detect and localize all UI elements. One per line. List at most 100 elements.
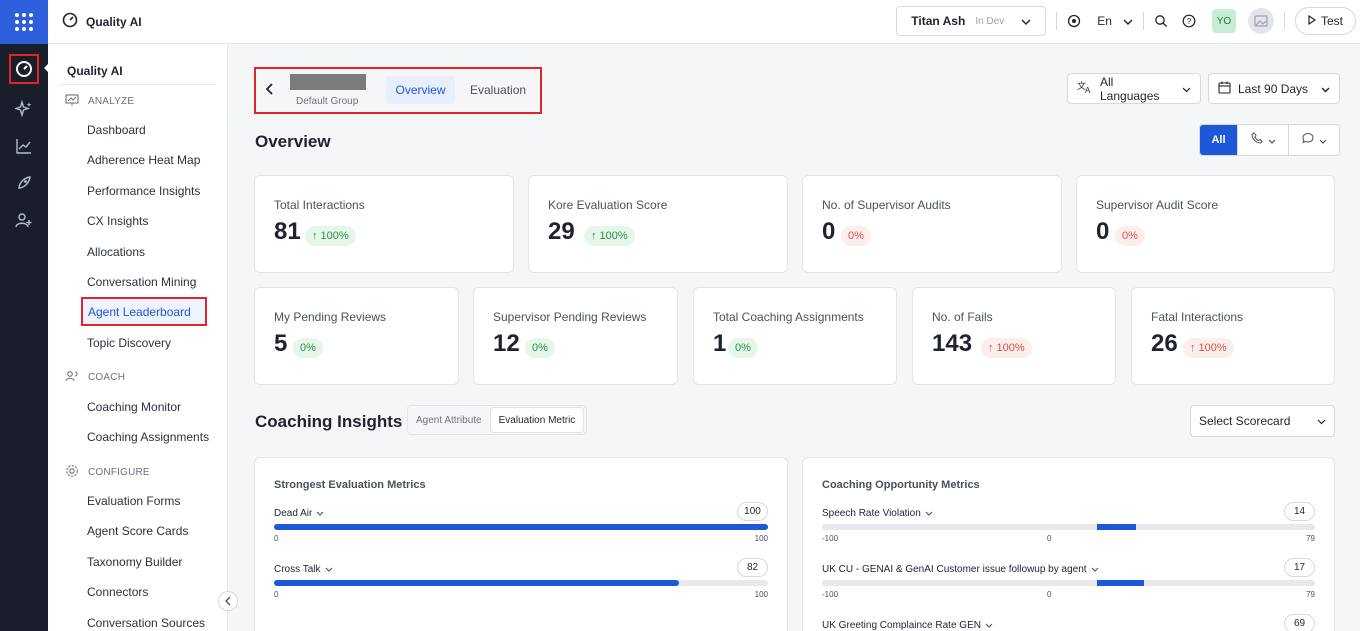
kpi-card-supervisor-pending-reviews[interactable]: Supervisor Pending Reviews 12 0% xyxy=(473,287,678,385)
kpi-value: 1 xyxy=(713,330,727,357)
kpi-label: Supervisor Audit Score xyxy=(1096,198,1219,212)
kpi-card-my-pending-reviews[interactable]: My Pending Reviews 5 0% xyxy=(254,287,459,385)
delta-value: 0% xyxy=(532,342,548,354)
progress-track xyxy=(822,580,1315,586)
chevron-down-icon xyxy=(1182,82,1191,96)
languages-label: All Languages xyxy=(1100,74,1160,103)
panel-title: Strongest Evaluation Metrics xyxy=(274,479,426,491)
channel-voice-dropdown[interactable] xyxy=(1237,125,1288,155)
date-range-dropdown[interactable]: Last 90 Days xyxy=(1208,73,1340,104)
sidebar-item-connectors[interactable]: Connectors xyxy=(87,585,149,599)
delta-value: 0% xyxy=(848,230,864,242)
sidebar-item-evaluation-forms[interactable]: Evaluation Forms xyxy=(87,494,181,508)
language-selector[interactable]: En xyxy=(1097,14,1133,28)
kpi-label: No. of Supervisor Audits xyxy=(822,198,951,212)
section-label: ANALYZE xyxy=(88,96,135,107)
scorecard-select[interactable]: Select Scorecard xyxy=(1190,405,1335,437)
back-arrow-icon[interactable] xyxy=(265,82,275,101)
sidebar-item-allocations[interactable]: Allocations xyxy=(87,245,146,259)
gear-icon xyxy=(65,464,79,481)
user-avatar[interactable]: YO xyxy=(1211,9,1236,33)
metric-row[interactable]: UK CU - GENAI & GenAI Customer issue fol… xyxy=(822,558,1315,599)
divider xyxy=(1142,12,1144,30)
metric-row[interactable]: Dead Air 100 0 100 xyxy=(274,502,768,543)
sidebar-item-conversation-sources[interactable]: Conversation Sources xyxy=(87,616,206,630)
kpi-card-total-coaching-assignments[interactable]: Total Coaching Assignments 1 0% xyxy=(693,287,897,385)
strongest-metrics-panel: Strongest Evaluation Metrics Dead Air 10… xyxy=(254,457,788,631)
chevron-down-icon xyxy=(1317,414,1326,428)
workspace-selector[interactable]: Titan Ash In Dev xyxy=(896,6,1047,36)
section-analyze: ANALYZE xyxy=(65,94,134,109)
app-title: Quality AI xyxy=(86,14,142,29)
sidebar-item-agent-score-cards[interactable]: Agent Score Cards xyxy=(87,524,189,538)
svg-text:?: ? xyxy=(1187,17,1192,26)
test-button[interactable]: Test xyxy=(1294,7,1356,35)
toggle-evaluation-metric[interactable]: Evaluation Metric xyxy=(489,407,585,433)
metric-value: 17 xyxy=(1284,558,1315,577)
kpi-label: Supervisor Pending Reviews xyxy=(493,310,647,324)
date-range-label: Last 90 Days xyxy=(1238,81,1309,96)
sidebar-item-coaching-assignments[interactable]: Coaching Assignments xyxy=(87,430,210,444)
metric-row[interactable]: Speech Rate Violation 14 -100 0 79 xyxy=(822,502,1315,543)
overview-title: Overview xyxy=(255,132,331,151)
kpi-card-fatal-interactions[interactable]: Fatal Interactions 26 ↑ 100% xyxy=(1131,287,1335,385)
trend-badge: ↑ 100% xyxy=(305,226,356,246)
metric-row[interactable]: UK Greeting Complaince Rate GEN 69 xyxy=(822,614,1315,631)
metric-name: Dead Air xyxy=(274,508,313,519)
sidebar-item-dashboard[interactable]: Dashboard xyxy=(87,123,146,137)
add-user-icon[interactable] xyxy=(0,201,48,238)
kpi-card-supervisor-audit-score[interactable]: Supervisor Audit Score 0 0% xyxy=(1076,175,1335,273)
kpi-card-total-interactions[interactable]: Total Interactions 81 ↑ 100% xyxy=(254,175,514,273)
tab-evaluation[interactable]: Evaluation xyxy=(470,83,527,97)
kpi-value: 26 xyxy=(1151,330,1178,357)
kpi-value: 143 xyxy=(932,330,973,357)
trend-badge: 0% xyxy=(525,338,555,358)
channel-chat-dropdown[interactable] xyxy=(1288,125,1339,155)
trend-badge: 0% xyxy=(293,338,323,358)
section-coach: COACH xyxy=(65,370,125,385)
gauge-icon xyxy=(62,12,78,31)
record-icon[interactable] xyxy=(1067,14,1081,28)
metric-row[interactable]: Cross Talk 82 0 100 xyxy=(274,558,768,599)
arrow-up-icon: ↑ xyxy=(312,230,318,242)
sidebar-item-adherence-heat-map[interactable]: Adherence Heat Map xyxy=(87,153,201,167)
sidebar-item-cx-insights[interactable]: CX Insights xyxy=(87,214,149,228)
analytics-chart-icon[interactable] xyxy=(0,127,48,164)
kpi-card-kore-evaluation-score[interactable]: Kore Evaluation Score 29 ↑ 100% xyxy=(528,175,788,273)
kpi-value: 0 xyxy=(1096,218,1110,245)
toggle-agent-attribute[interactable]: Agent Attribute xyxy=(416,414,482,426)
sidebar-item-conversation-mining[interactable]: Conversation Mining xyxy=(87,275,197,289)
kpi-value: 29 xyxy=(548,218,575,245)
sparkle-icon[interactable] xyxy=(0,90,48,127)
delta-value: 0% xyxy=(300,342,316,354)
channel-filter: All xyxy=(1199,124,1340,156)
search-icon[interactable] xyxy=(1154,14,1168,28)
rocket-icon[interactable] xyxy=(0,164,48,201)
icon-rail xyxy=(0,0,50,631)
apps-grid-icon[interactable] xyxy=(0,0,48,44)
kpi-card-supervisor-audits[interactable]: No. of Supervisor Audits 0 0% xyxy=(802,175,1062,273)
delta-value: 100% xyxy=(1198,342,1227,354)
help-icon[interactable]: ? xyxy=(1182,14,1196,28)
sidebar-item-agent-leaderboard[interactable]: Agent Leaderboard xyxy=(81,297,207,326)
kpi-label: Total Coaching Assignments xyxy=(713,310,864,324)
chevron-down-icon xyxy=(1091,564,1099,575)
sidebar-item-topic-discovery[interactable]: Topic Discovery xyxy=(87,336,172,350)
workspace-name: Titan Ash xyxy=(911,14,966,28)
quality-ai-gauge-icon[interactable] xyxy=(7,52,41,86)
sidebar-item-performance-insights[interactable]: Performance Insights xyxy=(87,184,201,198)
collapse-sidebar-button[interactable] xyxy=(218,591,238,611)
kpi-card-no-of-fails[interactable]: No. of Fails 143 ↑ 100% xyxy=(912,287,1116,385)
profile-image-icon[interactable] xyxy=(1247,8,1274,34)
group-label: Default Group xyxy=(296,96,359,107)
kpi-label: Total Interactions xyxy=(274,198,365,212)
axis-min: 0 xyxy=(274,534,279,543)
tab-overview[interactable]: Overview xyxy=(386,76,455,104)
sidebar-item-taxonomy-builder[interactable]: Taxonomy Builder xyxy=(87,555,183,569)
channel-all-button[interactable]: All xyxy=(1200,125,1237,155)
redacted-name xyxy=(290,74,366,90)
sidebar-item-coaching-monitor[interactable]: Coaching Monitor xyxy=(87,400,182,414)
section-label: COACH xyxy=(88,372,126,383)
